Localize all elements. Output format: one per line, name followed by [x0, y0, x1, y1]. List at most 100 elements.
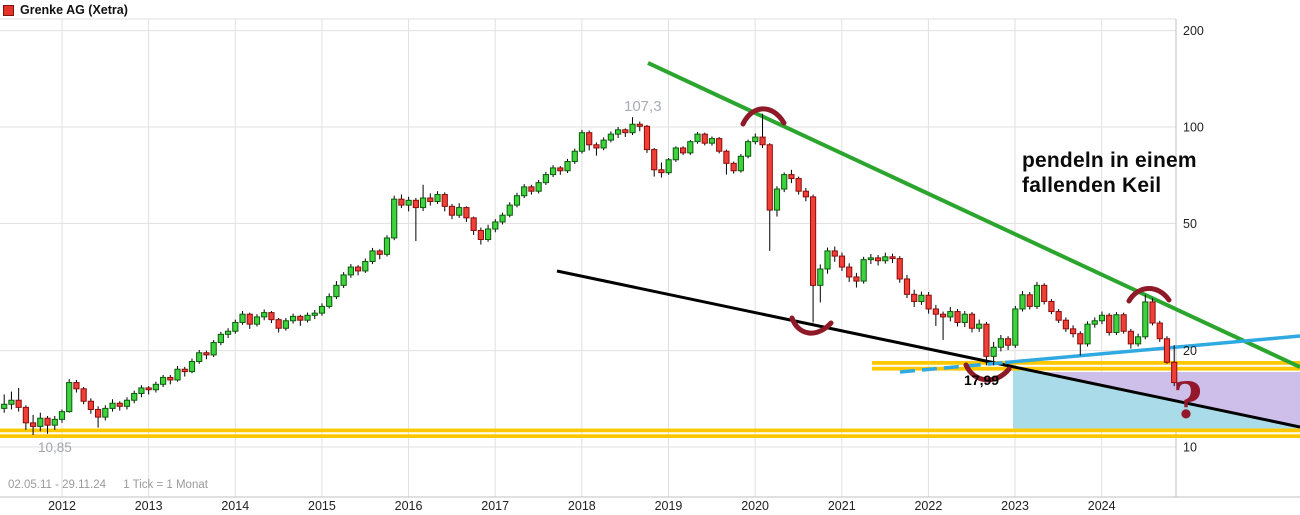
candle-down	[448, 205, 456, 216]
candle-up	[289, 315, 297, 322]
candle-down	[846, 266, 853, 278]
all-time-high-label: 107,3	[624, 98, 662, 115]
candle-down	[528, 186, 535, 192]
candle-up	[8, 399, 15, 405]
candle-down	[954, 311, 961, 323]
candle-down	[1156, 322, 1163, 340]
candle-up	[947, 311, 954, 318]
candle-down	[1077, 333, 1084, 345]
candle-down	[730, 162, 737, 172]
candle-up	[362, 260, 369, 272]
candle-up	[419, 197, 427, 209]
candle-down	[87, 400, 94, 410]
price-tick-label: 100	[1183, 121, 1204, 135]
candle-up	[196, 352, 203, 363]
date-range-label: 02.05.11 - 29.11.24	[8, 479, 107, 491]
candle-up	[990, 346, 997, 357]
candle-up	[1033, 284, 1041, 307]
candle-down	[181, 368, 188, 373]
candle-up	[506, 204, 513, 216]
candle-down	[1127, 330, 1134, 345]
candle-down	[903, 278, 911, 295]
key-low-label: 17,99	[964, 372, 1000, 388]
year-tick-label: 2016	[395, 499, 423, 513]
wedge-annotation-line2: fallenden Keil	[1022, 174, 1162, 197]
resistance-zone-18-lower-line	[872, 366, 1300, 371]
candle-down	[22, 406, 29, 424]
candle-down	[853, 276, 860, 282]
candle-up	[860, 259, 867, 282]
candle-up	[513, 195, 521, 206]
candle-up	[1142, 301, 1149, 338]
candle-up	[159, 376, 167, 385]
candle-down	[838, 255, 846, 268]
candle-down	[622, 129, 629, 134]
candle-up	[737, 155, 744, 172]
candle-up	[109, 402, 116, 409]
candle-up	[1134, 336, 1142, 345]
candle-down	[831, 250, 838, 257]
support-level-label: 10,85	[38, 440, 72, 455]
candle-down	[203, 352, 210, 356]
candle-down	[1171, 361, 1178, 384]
candle-up	[1019, 294, 1026, 310]
year-tick-label: 2014	[221, 499, 249, 513]
candle-up	[318, 305, 326, 314]
candle-down	[80, 388, 87, 402]
candle-up	[484, 228, 492, 241]
candle-up	[918, 294, 925, 302]
candle-down	[1004, 338, 1012, 346]
candle-down	[73, 382, 80, 390]
candle-up	[282, 320, 289, 329]
candle-up	[456, 207, 463, 216]
candle-down	[376, 250, 383, 255]
candle-up	[304, 314, 311, 321]
candle-up	[391, 198, 398, 239]
year-tick-label: 2018	[568, 499, 596, 513]
candle-up	[188, 361, 196, 373]
candle-down	[94, 408, 102, 418]
candle-down	[15, 399, 22, 408]
candle-up	[600, 139, 607, 149]
candle-down	[297, 315, 304, 321]
candle-down	[477, 229, 484, 241]
candle-up	[333, 284, 340, 298]
candle-down	[1163, 338, 1171, 363]
candle-up	[434, 194, 441, 203]
candle-up	[123, 399, 131, 407]
candle-down	[268, 312, 275, 321]
question-mark-annotation: ?	[1173, 371, 1203, 430]
price-tick-label: 50	[1183, 217, 1197, 231]
candle-down	[275, 319, 282, 329]
series-title: Grenke AG (Xetra)	[20, 3, 128, 17]
candle-up	[824, 250, 831, 270]
year-tick-label: 2019	[655, 499, 683, 513]
candle-down	[925, 294, 932, 310]
candle-down	[795, 178, 802, 192]
candle-up	[253, 316, 261, 325]
candle-down	[586, 132, 593, 146]
candle-down	[557, 167, 564, 172]
candle-down	[643, 125, 651, 151]
candle-down	[968, 313, 976, 329]
candle-down	[911, 293, 918, 302]
falling-wedge-upper	[647, 61, 1300, 369]
candle-down	[983, 323, 990, 357]
candle-down	[701, 133, 708, 144]
candle-down	[716, 138, 723, 152]
price-tick-label: 10	[1183, 441, 1197, 455]
candle-down	[723, 150, 730, 164]
candle-up	[383, 237, 391, 255]
candle-down	[896, 258, 903, 280]
candle-down	[766, 144, 773, 211]
candle-up	[1012, 308, 1019, 346]
candle-down	[1120, 314, 1127, 332]
candle-down	[788, 174, 795, 180]
candle-up	[961, 313, 968, 323]
candle-down	[932, 308, 939, 315]
candle-down	[1149, 301, 1156, 324]
candle-up	[773, 188, 781, 211]
candle-up	[607, 133, 614, 141]
candle-up	[867, 257, 874, 261]
